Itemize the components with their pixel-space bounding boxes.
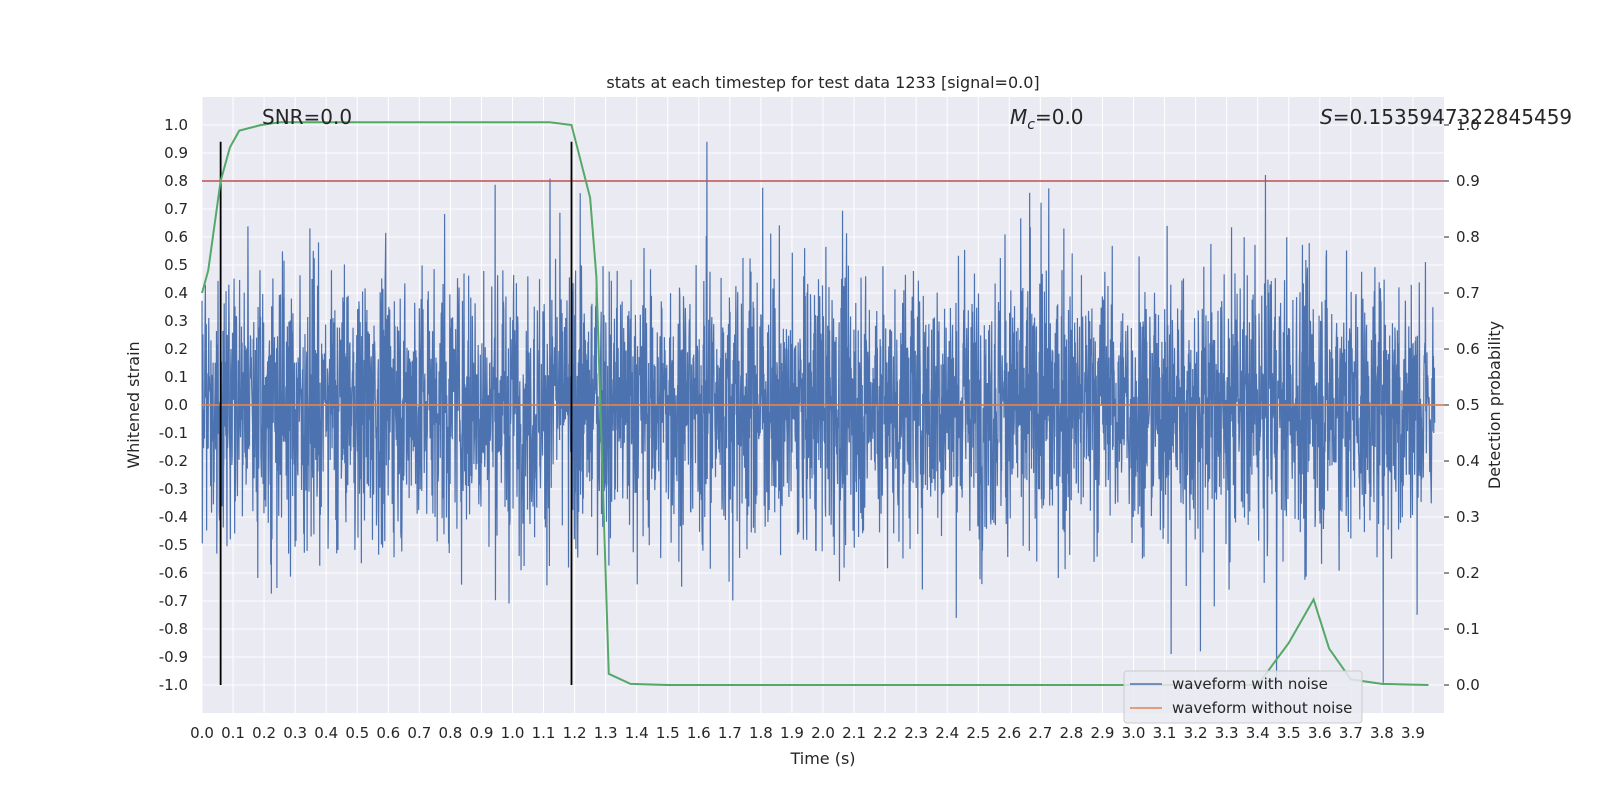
- x-tick-labels: 0.0 0.1 0.2 0.3 0.4 0.5 0.6 0.7 0.8 0.9 1.0 1.1 1.2 1…: [190, 724, 1425, 742]
- s-annotation: S=0.153594732284545​9: [1320, 105, 1572, 129]
- y-tick-label-right: 0.2: [1456, 564, 1480, 582]
- y-tick-label: -0.2: [159, 452, 188, 470]
- y-tick-label: 0.0: [164, 396, 188, 414]
- x-tick-label: 2.0: [811, 724, 835, 742]
- mc-subscript: c: [1027, 117, 1035, 133]
- y-tick-label: -1.0: [159, 676, 188, 694]
- y-tick-label: -0.9: [159, 648, 188, 666]
- x-tick-label: 0.6: [376, 724, 400, 742]
- y-tick-label-right: 0.4: [1456, 452, 1480, 470]
- x-tick-label: 3.1: [1153, 724, 1177, 742]
- y-tick-label: -0.3: [159, 480, 188, 498]
- y-tick-label: 0.9: [164, 144, 188, 162]
- x-tick-label: 0.7: [407, 724, 431, 742]
- x-tick-label: 1.7: [718, 724, 742, 742]
- snr-annotation: SNR=0.0: [262, 105, 352, 129]
- x-tick-label: 2.2: [873, 724, 897, 742]
- x-tick-label: 0.9: [470, 724, 494, 742]
- y-tick-label: 0.4: [164, 284, 188, 302]
- chart-title: stats at each timestep for test data 123…: [606, 73, 1039, 92]
- y-tick-label: -0.8: [159, 620, 188, 638]
- x-tick-label: 2.7: [1028, 724, 1052, 742]
- y-tick-label: -0.5: [159, 536, 188, 554]
- x-tick-label: 2.4: [935, 724, 959, 742]
- x-tick-label: 1.5: [656, 724, 680, 742]
- y-tick-label-right: 0.9: [1456, 172, 1480, 190]
- x-tick-label: 2.1: [842, 724, 866, 742]
- y-axis-label: Whitened strain: [124, 341, 143, 468]
- x-tick-label: 3.2: [1184, 724, 1208, 742]
- y-tick-label: -0.4: [159, 508, 188, 526]
- mc-annotation: Mc=0.0: [1010, 105, 1084, 133]
- x-tick-label: 1.1: [532, 724, 556, 742]
- legend-entry-noise: waveform with noise: [1172, 675, 1328, 693]
- y-tick-label: -0.6: [159, 564, 188, 582]
- y-tick-label-right: 0.7: [1456, 284, 1480, 302]
- y-tick-labels-left: 1.0 0.9 0.8 0.7 0.6 0.5 0.4 0.3 0.2 0.1 0.0 -0.1 -0.…: [159, 116, 188, 694]
- y-tick-label: 0.1: [164, 368, 188, 386]
- x-tick-label: 3.8: [1370, 724, 1394, 742]
- x-tick-label: 3.9: [1401, 724, 1425, 742]
- y-tick-label-right: 0.3: [1456, 508, 1480, 526]
- x-tick-label: 2.8: [1059, 724, 1083, 742]
- y-tick-label-right: 0.6: [1456, 340, 1480, 358]
- y-tick-label: 1.0: [164, 116, 188, 134]
- x-tick-label: 2.9: [1091, 724, 1115, 742]
- waveform-with-noise-series: [201, 141, 1436, 686]
- x-tick-label: 3.7: [1339, 724, 1363, 742]
- x-tick-label: 0.3: [283, 724, 307, 742]
- legend-box: [1123, 670, 1363, 724]
- y-tick-label-right: 0.1: [1456, 620, 1480, 638]
- x-tick-label: 3.5: [1277, 724, 1301, 742]
- y-tick-label: 0.3: [164, 312, 188, 330]
- x-tick-label: 1.2: [563, 724, 587, 742]
- y-tick-label-right: 0.0: [1456, 676, 1480, 694]
- s-symbol: S: [1320, 105, 1333, 129]
- x-tick-label: 0.0: [190, 724, 214, 742]
- y-tick-labels-right: 1.0 0.9 0.8 0.7 0.6 0.5 0.4 0.3 0.2 0.1 0.0: [1444, 116, 1480, 694]
- y-tick-label-right: 1.0: [1456, 116, 1480, 134]
- y-tick-label: 0.8: [164, 172, 188, 190]
- y-tick-label: 0.2: [164, 340, 188, 358]
- x-tick-label: 0.2: [252, 724, 276, 742]
- mc-value: =0.0: [1035, 105, 1084, 129]
- y-tick-label: -0.7: [159, 592, 188, 610]
- x-tick-label: 3.6: [1308, 724, 1332, 742]
- x-tick-label: 3.0: [1122, 724, 1146, 742]
- y-tick-label: 0.6: [164, 228, 188, 246]
- x-tick-label: 3.4: [1246, 724, 1270, 742]
- x-tick-label: 0.5: [345, 724, 369, 742]
- y-tick-label: -0.1: [159, 424, 188, 442]
- detection-probability-line: [201, 121, 1429, 686]
- x-tick-label: 0.8: [438, 724, 462, 742]
- x-tick-label: 1.8: [749, 724, 773, 742]
- x-tick-label: 2.6: [997, 724, 1021, 742]
- y-axis-label-right: Detection probability: [1485, 321, 1504, 489]
- x-tick-label: 0.1: [221, 724, 245, 742]
- x-tick-label: 1.9: [780, 724, 804, 742]
- x-tick-label: 1.0: [501, 724, 525, 742]
- waveform-with-noise-line: [201, 141, 1436, 686]
- lines: [201, 121, 1444, 686]
- x-tick-label: 2.5: [966, 724, 990, 742]
- s-value: =0.153594732284545​9: [1333, 105, 1572, 129]
- mc-symbol: M: [1010, 105, 1027, 129]
- x-tick-label: 1.6: [687, 724, 711, 742]
- y-tick-label: 0.5: [164, 256, 188, 274]
- y-tick-label-right: 0.8: [1456, 228, 1480, 246]
- legend: waveform with noise waveform without noi…: [1123, 670, 1363, 724]
- x-tick-label: 0.4: [314, 724, 338, 742]
- x-tick-label: 1.3: [594, 724, 618, 742]
- y-tick-label-right: 0.5: [1456, 396, 1480, 414]
- x-tick-label: 3.3: [1215, 724, 1239, 742]
- y-tick-label: 0.7: [164, 200, 188, 218]
- x-tick-label: 1.4: [625, 724, 649, 742]
- x-tick-label: 2.3: [904, 724, 928, 742]
- legend-entry-clean: waveform without noise: [1172, 699, 1352, 717]
- x-axis-label: Time (s): [789, 749, 855, 768]
